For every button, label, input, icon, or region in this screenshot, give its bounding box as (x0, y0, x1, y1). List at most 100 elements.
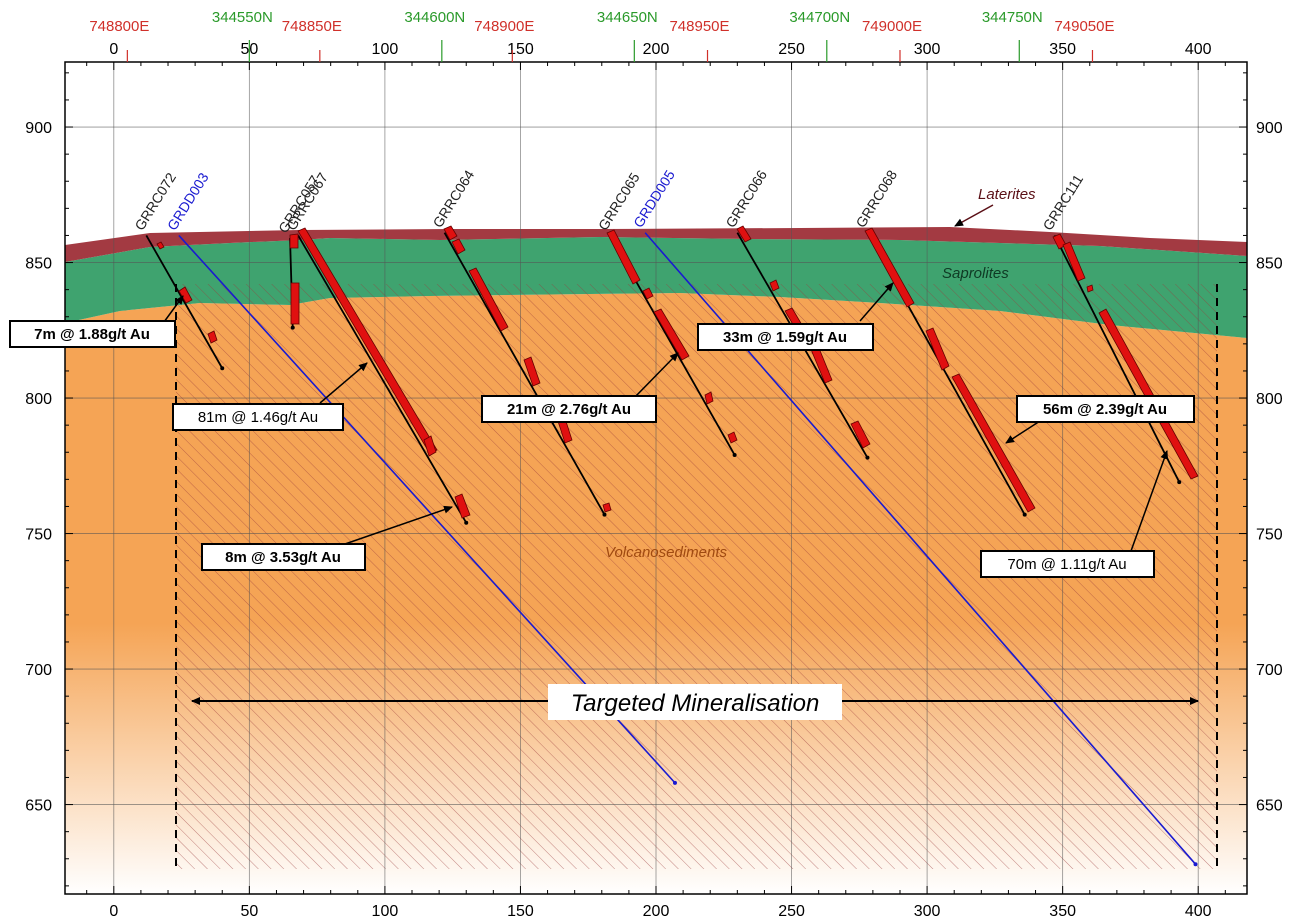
drill-hole-label: GRRC064 (430, 167, 478, 230)
northing-label: 344650N (597, 9, 658, 26)
intercept-callout: 33m @ 1.59g/t Au (697, 282, 894, 351)
intercept-segment (468, 267, 509, 332)
easting-label: 748900E (474, 18, 534, 35)
northing-label: 344750N (982, 9, 1043, 26)
y-tick-label-right: 900 (1256, 120, 1283, 137)
northing-label: 344600N (404, 9, 465, 26)
drill-hole-label: GRRC068 (852, 167, 900, 230)
northing-label: 344550N (212, 9, 273, 26)
x-tick-label-top: 150 (507, 41, 534, 58)
axis-ticks: 0050501001001501502002002502503003003503… (25, 41, 1283, 919)
intercept-segment (156, 241, 165, 250)
x-tick-label-top: 300 (914, 41, 941, 58)
easting-label: 748800E (89, 18, 149, 35)
intercept-segment (606, 229, 641, 285)
intercept-segments (156, 225, 1199, 519)
easting-label: 749050E (1054, 18, 1114, 35)
x-tick-label-bottom: 350 (1049, 903, 1076, 919)
intercept-segment (925, 327, 950, 371)
easting-label: 748850E (282, 18, 342, 35)
intercept-callout: 8m @ 3.53g/t Au (201, 505, 453, 571)
intercept-label: 8m @ 3.53g/t Au (225, 549, 341, 566)
y-tick-label-left: 650 (25, 798, 52, 815)
drill-hole-trace (1053, 235, 1181, 483)
northing-label: 344700N (789, 9, 850, 26)
intercept-segment (864, 227, 915, 308)
drill-hole-end (672, 780, 677, 785)
y-tick-label-right: 700 (1256, 662, 1283, 679)
intercept-segment (642, 287, 654, 300)
drill-hole-end (220, 366, 225, 371)
x-tick-label-bottom: 100 (372, 903, 399, 919)
intercept-segment (523, 356, 541, 387)
intercept-callout: 21m @ 2.76g/t Au (481, 352, 679, 423)
targeted-mineralisation-zone (176, 284, 1217, 869)
drill-hole-end (1177, 480, 1182, 485)
intercept-label: 33m @ 1.59g/t Au (723, 329, 847, 346)
intercept-callout: 81m @ 1.46g/t Au (172, 362, 368, 431)
x-tick-label-top: 200 (643, 41, 670, 58)
x-tick-label-bottom: 50 (240, 903, 258, 919)
intercept-label: 56m @ 2.39g/t Au (1043, 401, 1167, 418)
y-tick-label-right: 850 (1256, 256, 1283, 273)
intercept-segment (769, 279, 780, 292)
intercept-label: 81m @ 1.46g/t Au (198, 409, 318, 426)
drill-hole-end (1193, 862, 1198, 867)
targeted-mineralisation-label-bg (548, 684, 842, 720)
laterite-layer (65, 227, 1247, 262)
y-tick-label-right: 650 (1256, 798, 1283, 815)
y-tick-label-right: 800 (1256, 391, 1283, 408)
drill-hole-end (732, 452, 737, 457)
y-tick-label-left: 800 (25, 391, 52, 408)
easting-label: 749000E (862, 18, 922, 35)
intercept-callout: 7m @ 1.88g/t Au (9, 295, 184, 348)
drill-hole-trace (145, 234, 224, 369)
intercept-segment (1086, 284, 1094, 293)
intercept-segment (451, 238, 466, 255)
drill-hole-end (290, 325, 295, 330)
laterites-pointer (954, 204, 994, 227)
drill-hole-end (464, 520, 469, 525)
targeted-mineralisation-label: Targeted Mineralisation (571, 690, 820, 717)
intercept-label: 70m @ 1.11g/t Au (1007, 556, 1126, 573)
intercept-segment (653, 308, 690, 361)
x-tick-label-bottom: 400 (1185, 903, 1212, 919)
intercept-label: 21m @ 2.76g/t Au (507, 401, 631, 418)
x-tick-label-top: 350 (1049, 41, 1076, 58)
intercept-segment (1098, 308, 1199, 480)
intercept-segment (297, 227, 438, 455)
x-tick-label-bottom: 300 (914, 903, 941, 919)
intercept-segment (951, 373, 1036, 513)
intercept-segment (290, 282, 300, 325)
drill-hole-end (602, 512, 607, 517)
intercept-segment (423, 435, 437, 457)
map-coordinate-labels: 748800E 748850E 748900E 748950E 749000E 74905… (89, 9, 1115, 62)
x-tick-label-bottom: 200 (643, 903, 670, 919)
intercept-segment (443, 225, 458, 241)
x-tick-label-bottom: 250 (778, 903, 805, 919)
x-tick-label-top: 400 (1185, 41, 1212, 58)
drill-hole-end (865, 455, 870, 460)
intercept-segment (727, 431, 738, 444)
y-tick-label-right: 750 (1256, 527, 1283, 544)
intercept-segment (736, 225, 752, 243)
saprolites-label: Saprolites (942, 265, 1009, 282)
y-tick-label-left: 700 (25, 662, 52, 679)
intercept-segment (454, 493, 471, 519)
x-tick-label-top: 100 (372, 41, 399, 58)
x-tick-label-top: 0 (109, 41, 118, 58)
x-tick-label-bottom: 150 (507, 903, 534, 919)
y-tick-label-left: 750 (25, 527, 52, 544)
intercept-segment (178, 286, 193, 304)
intercept-segment (602, 502, 612, 513)
intercept-segment (704, 391, 714, 405)
intercept-segment (850, 420, 871, 449)
intercept-segment (207, 330, 218, 344)
drill-hole-trace (297, 234, 468, 524)
intercept-label: 7m @ 1.88g/t Au (34, 326, 150, 343)
y-tick-label-left: 900 (25, 120, 52, 137)
y-tick-label-left: 850 (25, 256, 52, 273)
x-tick-label-top: 250 (778, 41, 805, 58)
x-tick-label-bottom: 0 (109, 903, 118, 919)
